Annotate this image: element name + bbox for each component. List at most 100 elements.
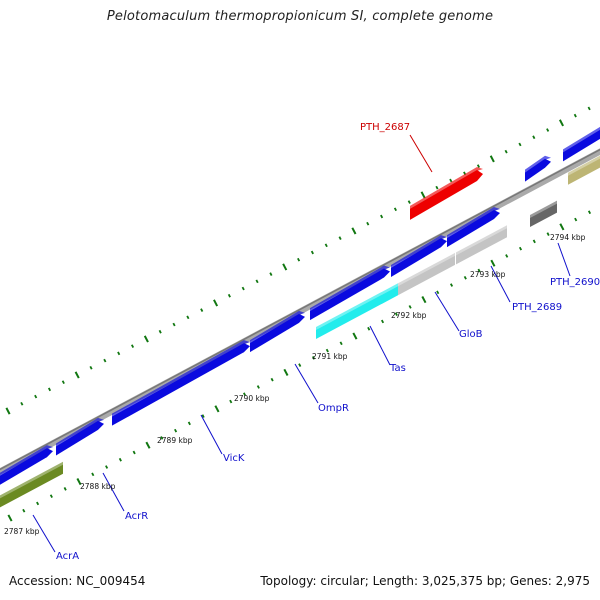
inner-tick (91, 472, 95, 477)
inner-tick (63, 487, 67, 491)
gene-pth-2687[interactable] (410, 169, 483, 220)
gene-tas[interactable] (316, 286, 398, 339)
leader-pth-2690 (557, 242, 571, 277)
outer-tick (158, 329, 162, 334)
leader-ompr (294, 363, 319, 404)
inner-tick (546, 232, 550, 236)
inner-tick (587, 210, 592, 215)
leader-glob (434, 291, 460, 332)
inner-tick (325, 348, 329, 353)
genome-summary-text: Topology: circular; Length: 3,025,375 bp… (260, 574, 590, 588)
inner-tick (256, 385, 260, 389)
outer-tick (546, 128, 550, 132)
outer-tick (476, 164, 480, 168)
gene-f[interactable] (250, 313, 305, 353)
gene-c[interactable] (447, 209, 500, 248)
gene-b[interactable] (563, 126, 600, 162)
gene-h[interactable] (568, 152, 600, 185)
gene-label-pth-2689[interactable]: PTH_2689 (512, 302, 562, 313)
outer-tick (47, 387, 52, 392)
scale-label-2789: 2789 kbp (157, 436, 193, 445)
outer-tick (351, 227, 357, 235)
outer-tick (282, 263, 288, 271)
outer-tick (103, 358, 107, 363)
outer-tick (393, 207, 397, 212)
inner-tick (187, 421, 191, 426)
label-leaders (32, 134, 571, 553)
inner-tick (421, 296, 427, 304)
gene-label-vick[interactable]: VicK (223, 453, 245, 464)
outer-tick (143, 335, 149, 343)
outer-tick (297, 257, 301, 262)
gene-d[interactable] (391, 238, 447, 278)
gene-e[interactable] (310, 268, 390, 321)
outer-tick-row (5, 106, 591, 415)
scale-label-2794: 2794 kbp (550, 233, 586, 242)
inner-tick (283, 368, 289, 376)
inner-tick (201, 414, 205, 418)
scale-label-2787: 2787 kbp (4, 527, 40, 536)
inner-tick (76, 478, 82, 486)
inner-tick (174, 428, 178, 433)
leader-acrr (102, 472, 125, 512)
outer-tick (186, 315, 190, 320)
inner-tick (408, 305, 412, 309)
gene-glob-top (398, 252, 455, 288)
inner-tick (145, 441, 151, 449)
leader-pth-2687 (409, 134, 433, 173)
inner-tick (394, 312, 398, 317)
gene-acrr[interactable] (56, 420, 104, 456)
gene-label-glob[interactable]: GloB (459, 329, 483, 340)
gene-features (0, 126, 600, 513)
inner-tick (298, 363, 302, 367)
scale-label-2793: 2793 kbp (470, 270, 506, 279)
inner-tick (463, 275, 467, 280)
gene-g[interactable] (0, 448, 53, 491)
inner-tick (449, 283, 454, 287)
scale-label-2792: 2792 kbp (391, 311, 427, 320)
gene-a-top (525, 155, 551, 174)
gene-a[interactable] (525, 158, 551, 182)
outer-tick (74, 371, 80, 379)
gene-pth-2689[interactable] (456, 228, 507, 265)
outer-tick (449, 178, 453, 183)
outer-tick (338, 236, 342, 240)
inner-tick (105, 465, 109, 469)
inner-tick (49, 494, 53, 498)
inner-tick (505, 254, 509, 258)
outer-tick (310, 250, 314, 255)
gene-pth-2690[interactable] (530, 203, 557, 227)
gene-vick[interactable] (112, 343, 250, 426)
gene-label-acrr[interactable]: AcrR (125, 511, 148, 522)
outer-tick (213, 299, 219, 307)
map-title: Pelotomaculum thermopropionicum SI, comp… (106, 9, 494, 24)
inner-tick (22, 508, 26, 513)
outer-tick (380, 214, 384, 219)
outer-tick (117, 351, 121, 356)
gene-label-pth-2687[interactable]: PTH_2687 (360, 122, 410, 133)
gene-label-tas[interactable]: Tas (389, 363, 406, 374)
inner-tick (477, 268, 481, 273)
outer-tick (34, 394, 38, 399)
inner-tick (229, 399, 233, 404)
gene-label-ompr[interactable]: OmpR (318, 403, 349, 414)
outer-tick (241, 286, 245, 291)
inner-tick (367, 326, 371, 331)
gene-acra[interactable] (0, 464, 63, 513)
scale-label-2790: 2790 kbp (234, 394, 270, 403)
outer-tick (324, 243, 328, 248)
outer-tick (227, 293, 231, 298)
gene-label-acra[interactable]: AcrA (56, 551, 79, 562)
outer-tick (20, 401, 24, 406)
inner-tick-row (7, 210, 592, 522)
gene-pth-2689-top (456, 225, 507, 257)
outer-tick (5, 407, 11, 415)
outer-tick (130, 344, 135, 349)
gene-label-pth-2690[interactable]: PTH_2690 (550, 277, 600, 288)
leader-pth-2689 (490, 265, 511, 303)
inner-tick (574, 217, 578, 222)
inner-tick (214, 405, 220, 413)
outer-tick (504, 149, 508, 154)
gene-glob[interactable] (398, 255, 455, 296)
